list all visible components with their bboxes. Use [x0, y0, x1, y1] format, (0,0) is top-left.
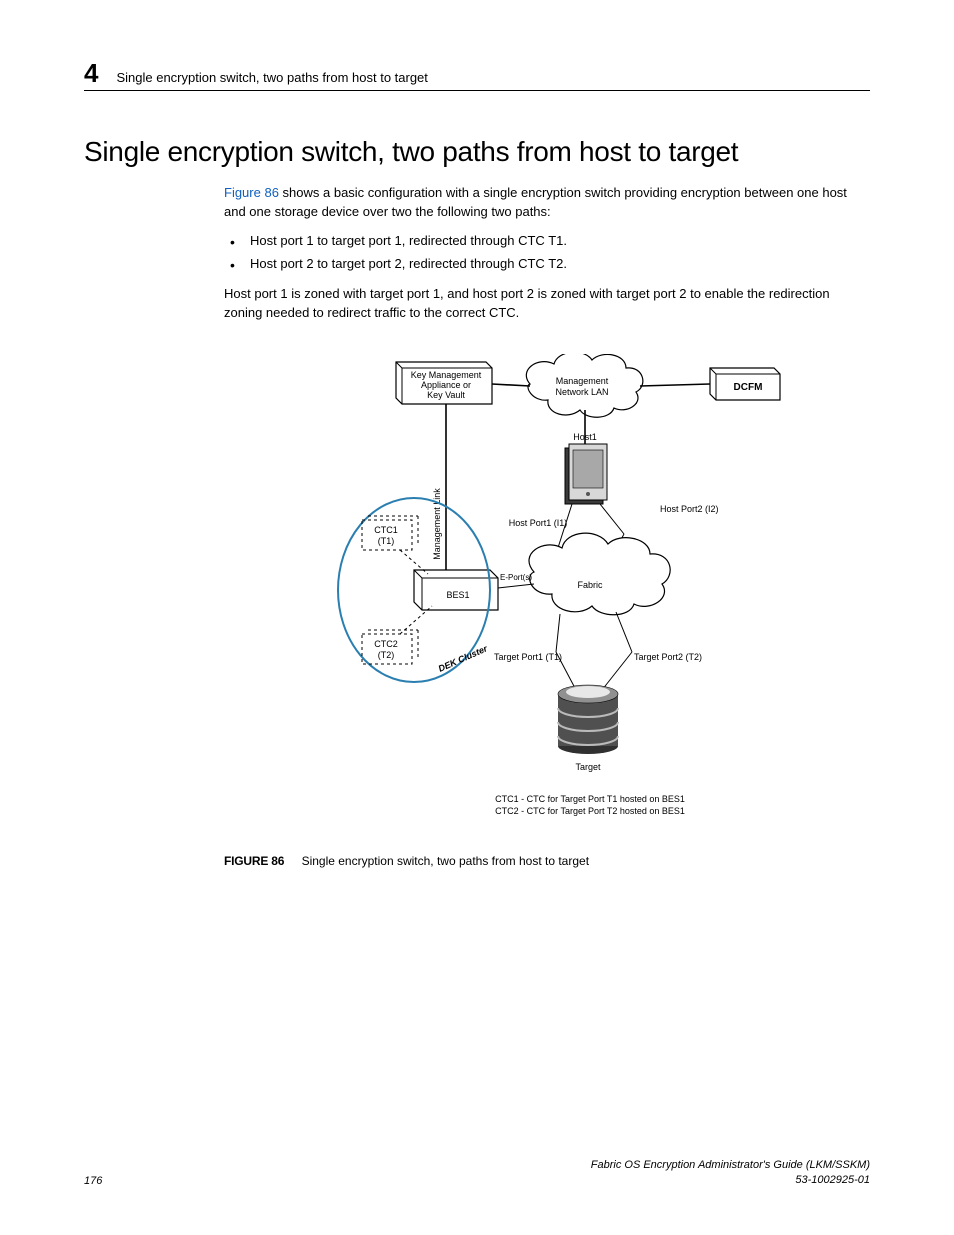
running-title: Single encryption switch, two paths from… [116, 70, 427, 85]
bullet-item: Host port 1 to target port 1, redirected… [224, 232, 870, 251]
figure-caption-label: FIGURE 86 [224, 854, 284, 868]
label-km3: Key Vault [427, 390, 465, 400]
label-ctc1a: CTC1 [374, 525, 398, 535]
chapter-number: 4 [84, 58, 98, 89]
box-key-mgmt: Key Management Appliance or Key Vault [396, 362, 492, 404]
intro-paragraph-rest: shows a basic configuration with a singl… [224, 185, 847, 219]
host-icon [565, 444, 607, 504]
page-number: 176 [84, 1175, 102, 1187]
box-bes1: BES1 [414, 570, 498, 610]
figure-caption: FIGURE 86 Single encryption switch, two … [224, 854, 589, 868]
bullet-list: Host port 1 to target port 1, redirected… [224, 232, 870, 274]
label-mgmt-lan2: Network LAN [555, 387, 608, 397]
box-dcfm: DCFM [710, 368, 780, 400]
label-bes1: BES1 [446, 590, 469, 600]
label-dek: DEK Cluster [437, 643, 489, 674]
link-tp2a [616, 612, 632, 652]
target-cylinder-icon [558, 685, 618, 754]
running-header: 4 Single encryption switch, two paths fr… [84, 58, 870, 89]
link-tp1a [556, 614, 560, 652]
zoning-paragraph: Host port 1 is zoned with target port 1,… [224, 285, 870, 323]
page-footer: 176 Fabric OS Encryption Administrator's… [84, 1158, 870, 1187]
label-tp1: Target Port1 (T1) [494, 652, 562, 662]
link-lan-dcfm [640, 384, 710, 386]
label-km2: Appliance or [421, 380, 471, 390]
header-rule [84, 90, 870, 91]
link-hostport2 [600, 504, 624, 534]
label-km1: Key Management [411, 370, 482, 380]
intro-paragraph: Figure 86 shows a basic configuration wi… [224, 184, 870, 222]
figure-caption-text: Single encryption switch, two paths from… [302, 854, 589, 868]
link-km-lan [492, 384, 530, 386]
body-text: Figure 86 shows a basic configuration wi… [224, 184, 870, 333]
page-title: Single encryption switch, two paths from… [84, 136, 738, 168]
figure-reference-link[interactable]: Figure 86 [224, 185, 279, 200]
doc-title: Fabric OS Encryption Administrator's Gui… [591, 1158, 870, 1172]
bullet-item: Host port 2 to target port 2, redirected… [224, 255, 870, 274]
label-hp1: Host Port1 (I1) [509, 518, 568, 528]
label-fabric: Fabric [577, 580, 603, 590]
cloud-fabric: Fabric [529, 533, 670, 615]
label-dcfm: DCFM [734, 382, 763, 393]
legend-line2: CTC2 - CTC for Target Port T2 hosted on … [495, 806, 685, 816]
link-eport [498, 584, 534, 588]
link-tp2b [602, 652, 632, 690]
label-tp2: Target Port2 (T2) [634, 652, 702, 662]
legend-line1: CTC1 - CTC for Target Port T1 hosted on … [495, 794, 685, 804]
label-ctc2b: (T2) [378, 650, 395, 660]
label-mgmt-link: Management Link [432, 488, 442, 560]
figure-86-diagram: Management Network LAN Key Management Ap… [0, 354, 954, 844]
doc-number: 53-1002925-01 [591, 1173, 870, 1187]
label-mgmt-lan1: Management [556, 376, 609, 386]
label-eport: E-Port(s) [500, 573, 532, 582]
label-ctc1b: (T1) [378, 536, 395, 546]
ctc2-box: CTC2 (T2) [362, 630, 418, 664]
label-hp2: Host Port2 (I2) [660, 504, 719, 514]
label-ctc2a: CTC2 [374, 639, 398, 649]
ctc1-box: CTC1 (T1) [362, 516, 418, 550]
label-target: Target [575, 762, 601, 772]
cloud-mgmt-lan: Management Network LAN [526, 354, 643, 417]
